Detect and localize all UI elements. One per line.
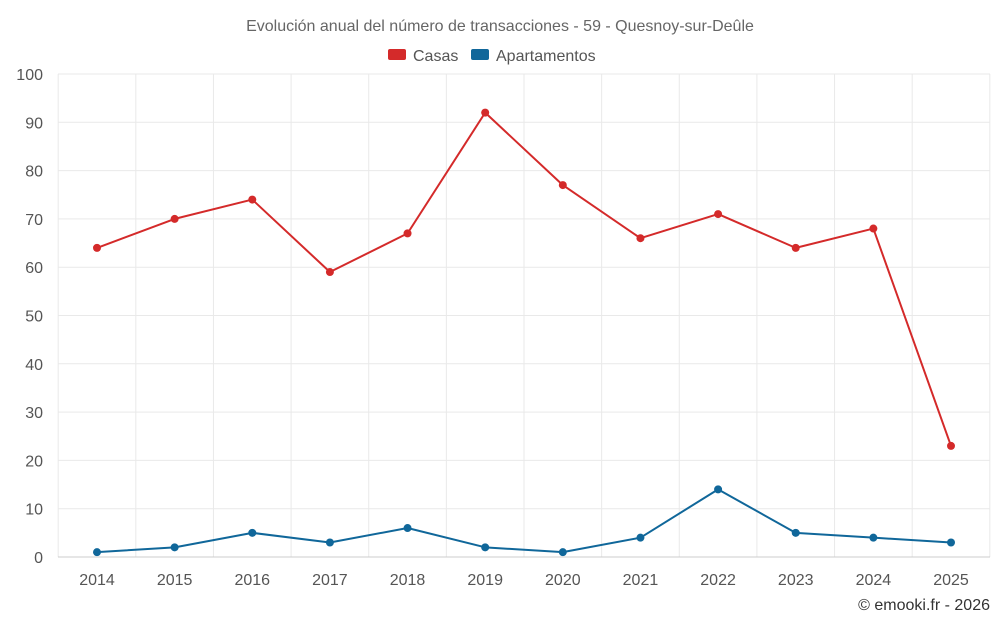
- data-point-casas[interactable]: [170, 214, 179, 223]
- legend-swatch-apartamentos: [471, 49, 489, 60]
- data-point-casas[interactable]: [325, 268, 334, 277]
- axes: 0 10 20 30 40 50 60 70 80 90 100 2014 2015 2016 2017 20…: [16, 67, 990, 589]
- x-tick-label: 2021: [623, 572, 659, 589]
- data-point-apartamentos[interactable]: [947, 538, 955, 547]
- x-tick-label: 2024: [856, 572, 892, 589]
- y-tick-label: 90: [25, 115, 43, 132]
- chart-title: Evolución anual del número de transaccio…: [246, 18, 754, 35]
- x-tick-label: 2019: [467, 572, 503, 589]
- series-line-apartamentos: [96, 488, 952, 554]
- y-tick-label: 70: [25, 212, 43, 229]
- x-tick-label: 2025: [933, 572, 969, 589]
- grid: [57, 73, 991, 557]
- data-point-apartamentos[interactable]: [170, 543, 179, 552]
- x-tick-label: 2022: [700, 572, 736, 589]
- legend-label-apartamentos: Apartamentos: [496, 48, 596, 65]
- data-point-apartamentos[interactable]: [636, 533, 645, 542]
- data-point-apartamentos[interactable]: [248, 528, 257, 537]
- data-point-apartamentos[interactable]: [403, 524, 412, 533]
- legend-label-casas: Casas: [413, 48, 458, 65]
- x-tick-label: 2015: [157, 572, 193, 589]
- data-point-apartamentos[interactable]: [869, 533, 878, 542]
- y-tick-label: 0: [34, 550, 43, 567]
- x-tick-label: 2018: [390, 572, 426, 589]
- legend-swatch-casas: [388, 49, 406, 60]
- y-tick-label: 10: [25, 502, 43, 519]
- series-line-casas: [96, 111, 952, 447]
- x-tick-label: 2016: [234, 572, 270, 589]
- data-point-apartamentos[interactable]: [93, 548, 101, 557]
- data-point-casas[interactable]: [714, 210, 723, 219]
- x-tick-label: 2023: [778, 572, 814, 589]
- series: [93, 108, 955, 557]
- x-tick-label: 2014: [79, 572, 115, 589]
- data-point-casas[interactable]: [558, 181, 567, 190]
- x-tick-label: 2017: [312, 572, 348, 589]
- credit-text: © emooki.fr - 2026: [858, 597, 990, 614]
- data-point-apartamentos[interactable]: [325, 538, 334, 547]
- y-tick-label: 40: [25, 357, 43, 374]
- data-point-casas[interactable]: [248, 195, 257, 204]
- y-tick-label: 60: [25, 260, 43, 277]
- data-point-casas[interactable]: [93, 243, 101, 252]
- data-point-apartamentos[interactable]: [481, 543, 490, 552]
- legend-item-apartamentos[interactable]: Apartamentos: [471, 48, 596, 65]
- y-tick-label: 100: [16, 67, 43, 84]
- x-tick-label: 2020: [545, 572, 581, 589]
- data-point-casas[interactable]: [791, 243, 800, 252]
- data-point-casas[interactable]: [947, 441, 955, 450]
- y-tick-label: 80: [25, 164, 43, 181]
- data-point-apartamentos[interactable]: [791, 528, 800, 537]
- data-point-apartamentos[interactable]: [714, 485, 723, 494]
- data-point-casas[interactable]: [636, 234, 645, 243]
- data-point-casas[interactable]: [403, 229, 412, 238]
- data-point-casas[interactable]: [869, 224, 878, 233]
- y-tick-label: 20: [25, 453, 43, 470]
- data-point-apartamentos[interactable]: [558, 548, 567, 557]
- y-tick-label: 30: [25, 405, 43, 422]
- legend-item-casas[interactable]: Casas: [388, 48, 458, 65]
- data-point-casas[interactable]: [481, 108, 490, 117]
- legend: Casas Apartamentos: [388, 48, 596, 65]
- y-tick-label: 50: [25, 309, 43, 326]
